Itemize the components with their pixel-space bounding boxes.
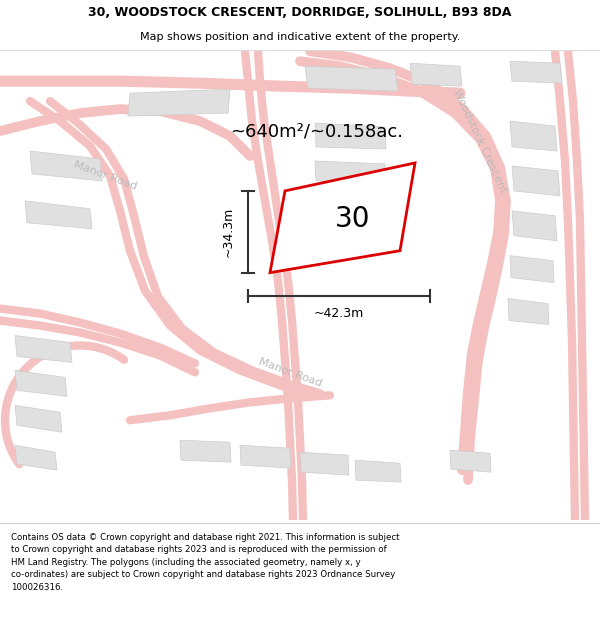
Polygon shape xyxy=(512,166,560,196)
Polygon shape xyxy=(512,211,557,241)
Text: Woodstock Crescent: Woodstock Crescent xyxy=(452,88,508,194)
Polygon shape xyxy=(508,299,549,324)
Text: 30: 30 xyxy=(335,205,370,233)
Polygon shape xyxy=(450,450,491,472)
Text: Manor Road: Manor Road xyxy=(72,160,138,192)
Text: Contains OS data © Crown copyright and database right 2021. This information is : Contains OS data © Crown copyright and d… xyxy=(11,532,400,592)
Polygon shape xyxy=(15,445,57,470)
Text: ~34.3m: ~34.3m xyxy=(221,207,235,257)
Polygon shape xyxy=(30,151,102,181)
Polygon shape xyxy=(510,61,562,83)
Text: ~42.3m: ~42.3m xyxy=(314,307,364,320)
Text: Map shows position and indicative extent of the property.: Map shows position and indicative extent… xyxy=(140,32,460,42)
Polygon shape xyxy=(128,89,230,116)
Polygon shape xyxy=(315,161,386,183)
Polygon shape xyxy=(25,201,92,229)
Polygon shape xyxy=(240,445,291,468)
Polygon shape xyxy=(270,163,415,272)
Text: Manor Road: Manor Road xyxy=(257,356,323,389)
Polygon shape xyxy=(15,405,62,432)
Polygon shape xyxy=(15,371,67,396)
Polygon shape xyxy=(305,66,398,91)
Polygon shape xyxy=(315,123,386,149)
Polygon shape xyxy=(15,336,72,362)
Polygon shape xyxy=(355,460,401,482)
Polygon shape xyxy=(410,63,462,86)
Text: 30, WOODSTOCK CRESCENT, DORRIDGE, SOLIHULL, B93 8DA: 30, WOODSTOCK CRESCENT, DORRIDGE, SOLIHU… xyxy=(88,6,512,19)
Polygon shape xyxy=(300,452,349,475)
Polygon shape xyxy=(510,256,554,282)
Text: ~640m²/~0.158ac.: ~640m²/~0.158ac. xyxy=(230,122,403,140)
Polygon shape xyxy=(180,440,231,462)
Polygon shape xyxy=(510,121,557,151)
